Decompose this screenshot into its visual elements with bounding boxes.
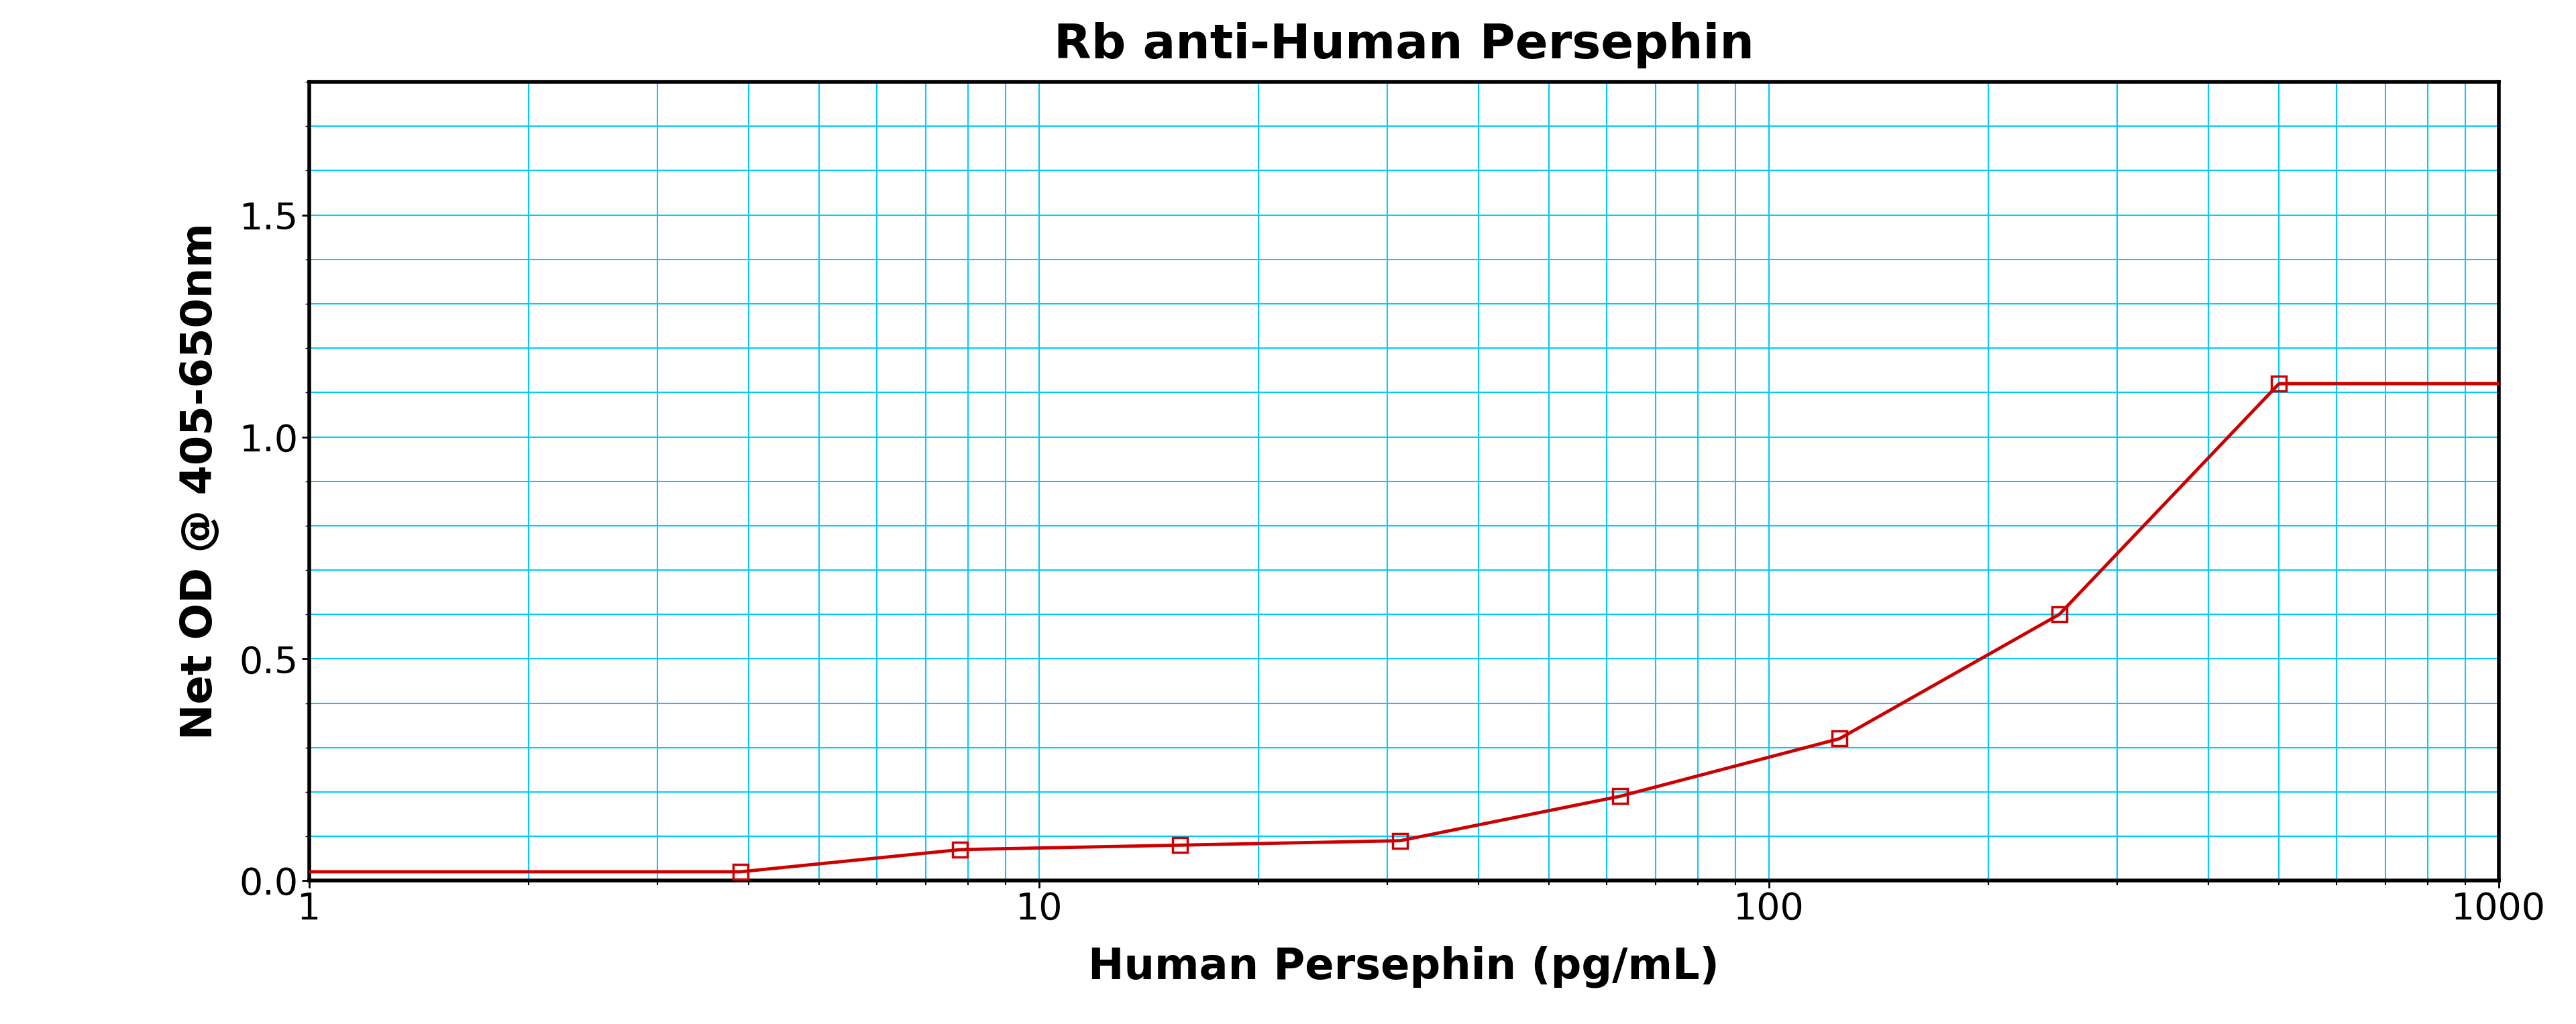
Title: Rb anti-Human Persephin: Rb anti-Human Persephin	[1054, 23, 1754, 69]
X-axis label: Human Persephin (pg/mL): Human Persephin (pg/mL)	[1087, 946, 1721, 988]
Y-axis label: Net OD @ 405-650nm: Net OD @ 405-650nm	[178, 223, 222, 739]
